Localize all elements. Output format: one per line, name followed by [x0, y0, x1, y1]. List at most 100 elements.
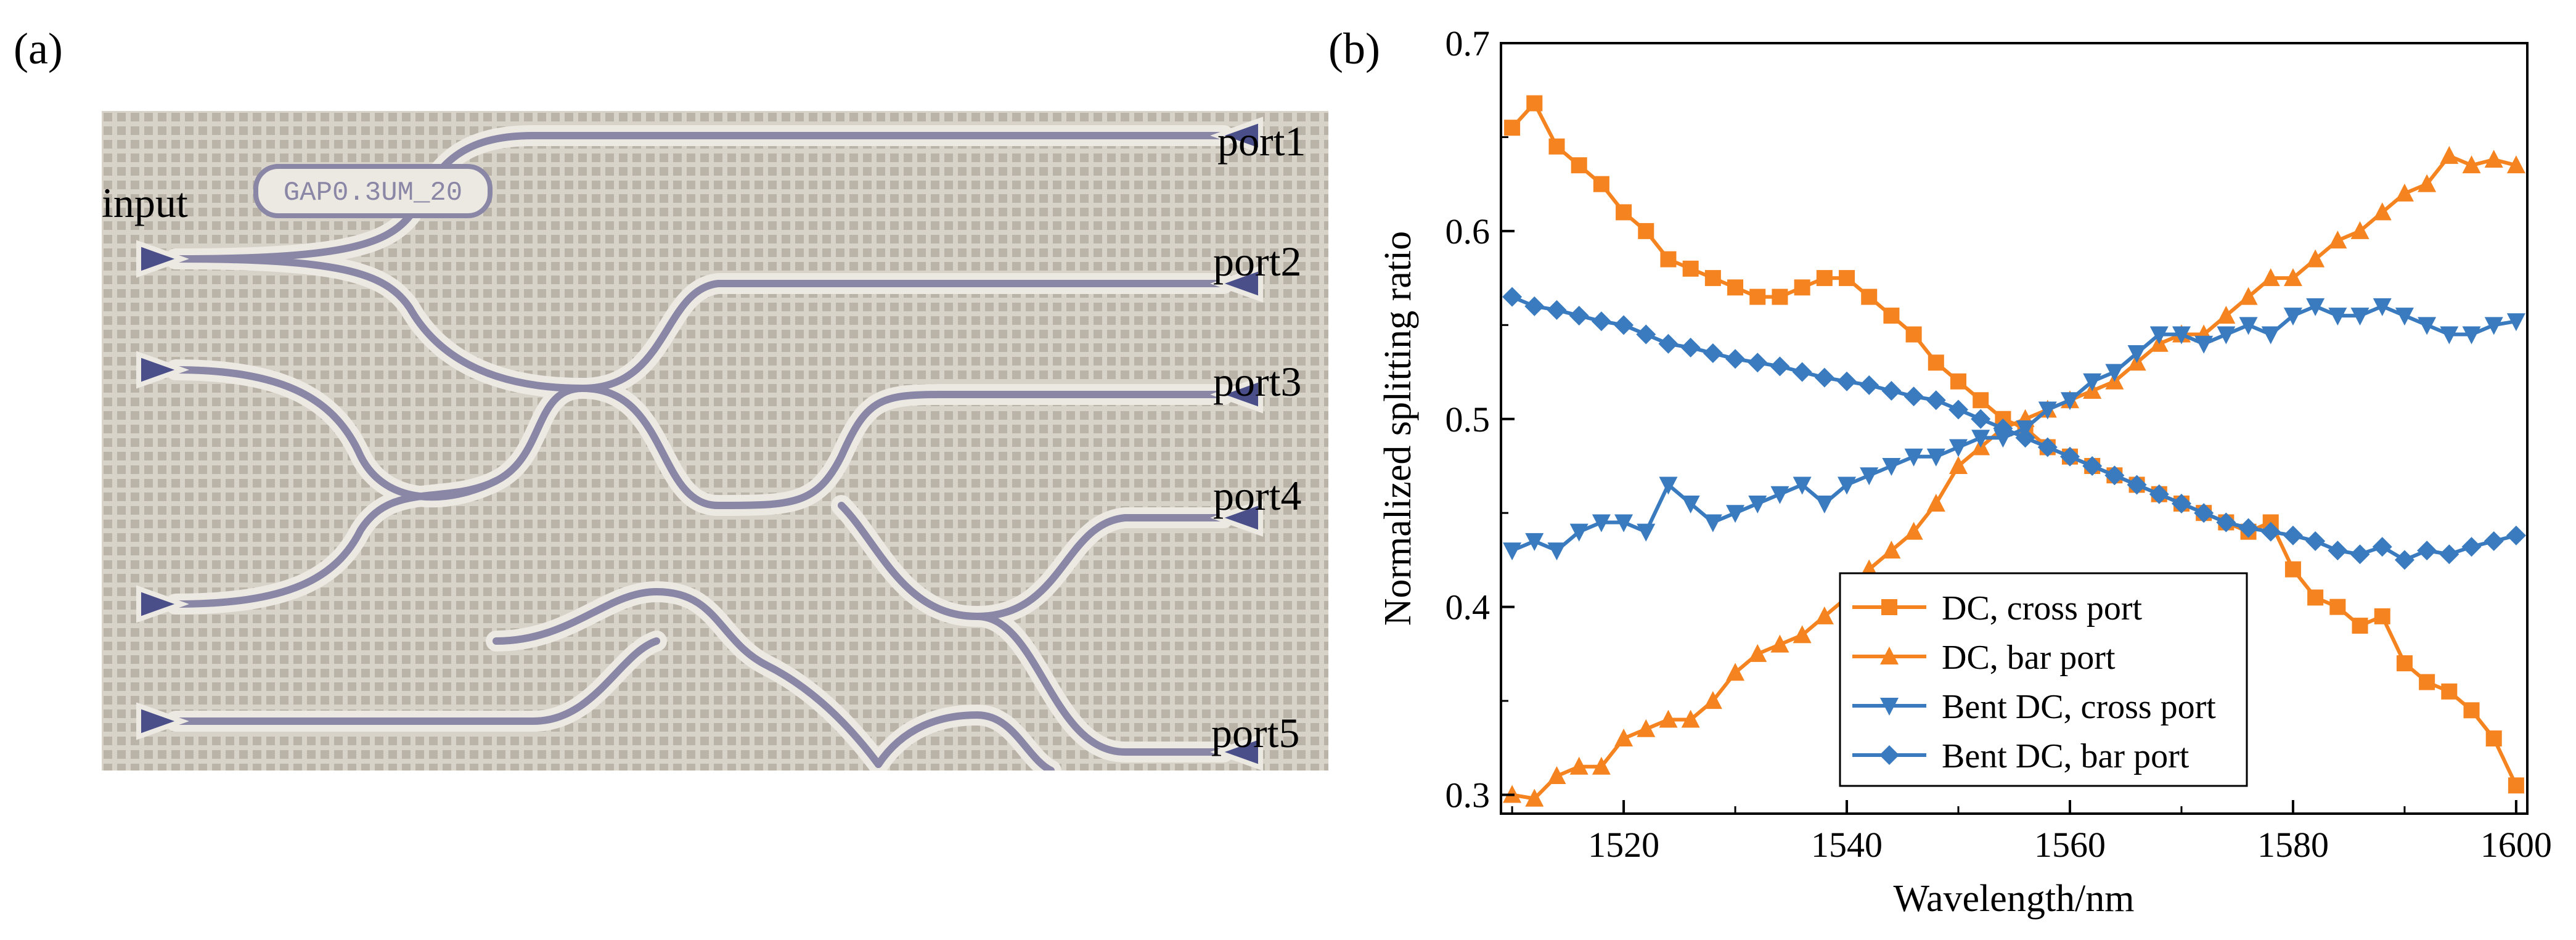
- chip-background: [102, 111, 1328, 770]
- series-line: [1511, 295, 2517, 562]
- data-point: [2506, 313, 2525, 332]
- data-point: [1592, 756, 1611, 775]
- data-point: [2440, 145, 2459, 164]
- plot-frame: [1500, 42, 2529, 815]
- plot-series: [1502, 95, 2526, 807]
- data-point: [1569, 756, 1589, 775]
- data-point: [2394, 550, 2414, 570]
- data-point: [2508, 777, 2524, 794]
- data-point: [2284, 561, 2301, 578]
- data-point: [2328, 308, 2347, 326]
- y-axis: 0.3 0.4 0.5 0.6 0.7: [1445, 23, 1515, 815]
- y-axis-label: Normalized splitting ratio: [1377, 231, 1419, 626]
- data-point: [1949, 456, 1968, 474]
- data-point: [2038, 401, 2057, 420]
- data-point: [1503, 542, 1522, 561]
- data-point: [2484, 150, 2503, 168]
- legend: DC, cross port DC, bar port Bent DC, cross…: [1839, 572, 2248, 787]
- series-2: [1503, 298, 2525, 561]
- data-point: [1547, 766, 1566, 785]
- data-point: [2373, 298, 2392, 316]
- data-point: [2441, 683, 2458, 700]
- data-point: [1637, 523, 1656, 542]
- data-point: [2059, 446, 2080, 467]
- grating-coupler-left-2: [136, 351, 189, 389]
- data-point: [1727, 279, 1744, 296]
- data-point: [2082, 456, 2103, 476]
- data-point: [1571, 157, 1587, 174]
- data-point: [2060, 392, 2079, 411]
- data-point: [1772, 288, 1788, 305]
- data-point: [1725, 349, 1746, 369]
- waveguide-core: [172, 132, 1227, 770]
- data-point: [2104, 465, 2125, 486]
- data-point: [2260, 521, 2281, 542]
- data-point: [2283, 308, 2302, 326]
- data-point: [1770, 634, 1789, 653]
- data-point: [1547, 300, 1567, 320]
- data-point: [2396, 655, 2413, 672]
- data-point: [2307, 589, 2324, 606]
- x-tick-label: 1580: [2257, 825, 2329, 865]
- data-point: [1637, 719, 1656, 737]
- data-point: [1993, 430, 2013, 448]
- legend-marker: [1879, 745, 1899, 765]
- data-point: [2485, 730, 2502, 747]
- grating-coupler-port3: [1210, 375, 1263, 414]
- data-point: [1993, 419, 2013, 438]
- data-point: [2261, 326, 2280, 345]
- data-point: [1525, 788, 1544, 807]
- data-point: [1926, 448, 1945, 467]
- data-point: [2462, 326, 2481, 345]
- grating-coupler-port2: [1210, 264, 1263, 303]
- input-label: input: [102, 179, 188, 226]
- port1-label: port1: [1217, 118, 1306, 165]
- legend-label: DC, cross port: [1942, 589, 2143, 627]
- port3-label: port3: [1213, 358, 1302, 405]
- data-point: [1504, 120, 1521, 136]
- data-point: [2440, 326, 2459, 345]
- data-point: [1614, 729, 1634, 747]
- x-tick-label: 1540: [1811, 825, 1883, 865]
- data-point: [2329, 599, 2346, 615]
- data-point: [2484, 317, 2503, 335]
- data-point: [2373, 202, 2392, 221]
- data-point: [2171, 493, 2191, 513]
- data-point: [1838, 476, 1857, 495]
- data-point: [1547, 542, 1566, 561]
- data-point: [1860, 467, 1879, 486]
- y-tick-label: 0.7: [1445, 23, 1490, 63]
- data-point: [1793, 476, 1812, 495]
- x-tick-label: 1600: [2480, 825, 2552, 865]
- data-point: [1882, 541, 1901, 559]
- data-point: [1524, 296, 1545, 316]
- data-point: [1704, 270, 1721, 287]
- data-point: [1658, 333, 1678, 354]
- data-point: [2374, 608, 2390, 624]
- data-point: [1682, 260, 1699, 277]
- x-tick-label: 1520: [1588, 825, 1659, 865]
- data-point: [1614, 315, 1634, 335]
- grating-coupler-input: [136, 240, 189, 278]
- data-point: [1636, 324, 1656, 345]
- data-point: [2506, 155, 2525, 174]
- data-point: [1659, 476, 1678, 495]
- data-point: [2305, 531, 2326, 551]
- data-point: [1904, 521, 1923, 540]
- data-point: [1703, 514, 1722, 533]
- data-point: [1592, 514, 1611, 533]
- y-tick-label: 0.3: [1445, 775, 1490, 815]
- panel-a-label: (a): [14, 24, 63, 73]
- data-point: [1593, 176, 1609, 192]
- port5-label: port5: [1211, 709, 1300, 756]
- data-point: [2105, 364, 2124, 382]
- data-point: [2417, 541, 2437, 561]
- data-point: [1973, 392, 1989, 409]
- data-point: [1903, 386, 1924, 407]
- legend-label: Bent DC, cross port: [1942, 688, 2216, 726]
- data-point: [1660, 251, 1677, 268]
- x-tick-label: 1560: [2034, 825, 2106, 865]
- data-point: [2194, 335, 2214, 354]
- data-point: [1748, 353, 1768, 373]
- data-point: [2418, 174, 2437, 192]
